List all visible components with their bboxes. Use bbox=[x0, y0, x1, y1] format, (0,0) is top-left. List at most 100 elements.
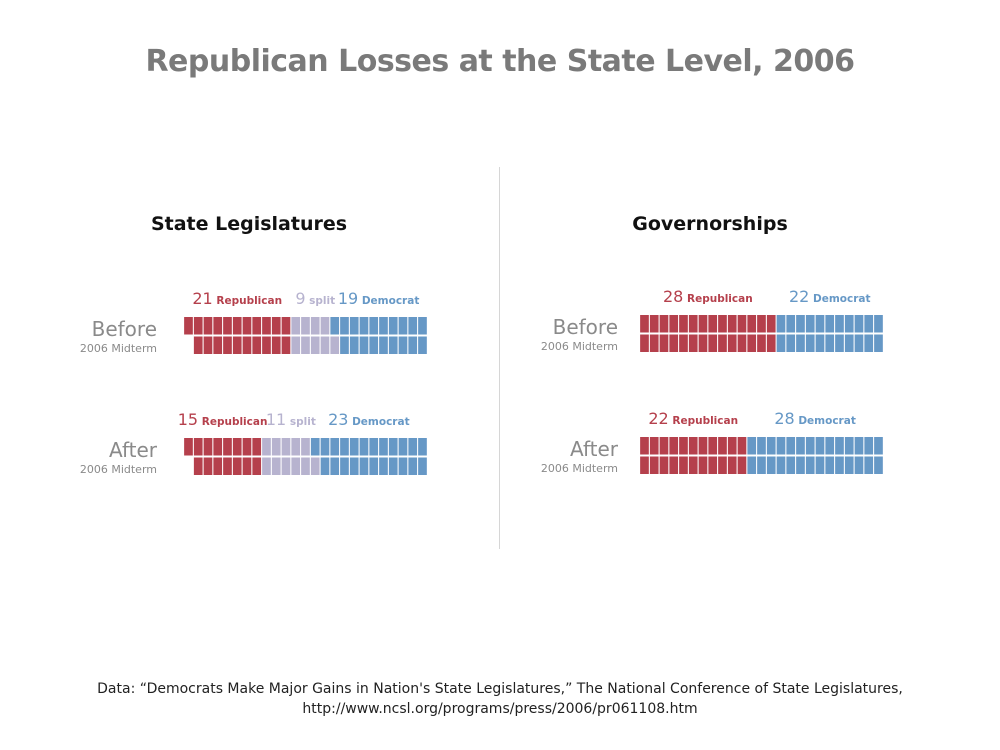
row-sublabel: 2006 Midterm bbox=[541, 340, 618, 353]
republican-label: 15 Republican bbox=[178, 410, 268, 429]
republican-label: 21 Republican bbox=[192, 289, 282, 308]
split-cell bbox=[281, 457, 291, 475]
democrat-cell bbox=[776, 437, 786, 455]
republican-cell bbox=[223, 457, 232, 475]
republican-cell bbox=[708, 315, 718, 333]
republican-value: 22 bbox=[648, 409, 668, 428]
republican-cell bbox=[688, 334, 698, 352]
democrat-cell bbox=[835, 456, 844, 474]
democrat-cell bbox=[854, 334, 864, 352]
republican-cell bbox=[688, 315, 698, 333]
democrat-cell bbox=[408, 438, 418, 456]
split-value: 9 bbox=[295, 289, 305, 308]
democrat-cell bbox=[874, 334, 883, 352]
republican-cell bbox=[242, 336, 252, 354]
republican-cell bbox=[669, 315, 679, 333]
democrat-cell bbox=[805, 437, 815, 455]
democrat-cell bbox=[815, 437, 825, 455]
democrat-cell bbox=[340, 457, 349, 475]
democrat-cell bbox=[766, 456, 776, 474]
split-cell bbox=[301, 336, 310, 354]
republican-cell bbox=[242, 317, 252, 335]
democrat-cell bbox=[340, 438, 349, 456]
democrat-cell bbox=[349, 317, 359, 335]
split-cell bbox=[301, 438, 310, 456]
republican-cell bbox=[213, 457, 223, 475]
republican-name: Republican bbox=[669, 415, 738, 427]
democrat-cell bbox=[379, 457, 388, 475]
republican-value: 21 bbox=[192, 289, 212, 308]
democrat-cell bbox=[408, 317, 418, 335]
democrat-cell bbox=[844, 334, 854, 352]
split-cell bbox=[301, 457, 310, 475]
democrat-cell bbox=[369, 317, 379, 335]
democrat-cell bbox=[359, 336, 369, 354]
split-label: 11 split bbox=[266, 410, 316, 429]
democrat-cell bbox=[388, 438, 398, 456]
republican-cell bbox=[669, 437, 679, 455]
democrat-cell bbox=[786, 437, 796, 455]
split-cell bbox=[271, 457, 281, 475]
democrat-name: Democrat bbox=[348, 416, 409, 428]
republican-cell bbox=[679, 456, 688, 474]
republican-cell bbox=[649, 315, 659, 333]
democrat-cell bbox=[805, 315, 815, 333]
democrat-value: 23 bbox=[328, 410, 348, 429]
democrat-cell bbox=[418, 438, 427, 456]
democrat-cell bbox=[844, 456, 854, 474]
republican-cell bbox=[688, 437, 698, 455]
republican-cell bbox=[679, 315, 688, 333]
democrat-cell bbox=[330, 317, 340, 335]
democrat-cell bbox=[786, 334, 796, 352]
republican-cell bbox=[271, 317, 281, 335]
republican-cell bbox=[698, 334, 708, 352]
democrat-cell bbox=[835, 334, 844, 352]
republican-cell bbox=[232, 457, 242, 475]
republican-cell bbox=[766, 315, 776, 333]
democrat-cell bbox=[864, 456, 874, 474]
split-cell bbox=[310, 336, 320, 354]
republican-cell bbox=[747, 334, 757, 352]
democrat-cell bbox=[825, 315, 835, 333]
republican-cell bbox=[757, 315, 766, 333]
democrat-cell bbox=[369, 457, 379, 475]
democrat-cell bbox=[340, 336, 349, 354]
republican-cell bbox=[252, 438, 262, 456]
republican-cell bbox=[252, 457, 262, 475]
democrat-cell bbox=[835, 315, 844, 333]
republican-cell bbox=[737, 334, 747, 352]
split-cell bbox=[291, 457, 301, 475]
democrat-cell bbox=[786, 315, 796, 333]
republican-cell bbox=[271, 336, 281, 354]
split-cell bbox=[281, 438, 291, 456]
row-label-after: After bbox=[109, 438, 158, 462]
republican-cell bbox=[640, 315, 649, 333]
democrat-cell bbox=[349, 336, 359, 354]
republican-cell bbox=[659, 456, 669, 474]
republican-cell bbox=[193, 438, 203, 456]
republican-name: Republican bbox=[683, 293, 752, 305]
democrat-cell bbox=[398, 438, 408, 456]
split-cell bbox=[330, 336, 340, 354]
democrat-value: 28 bbox=[774, 409, 794, 428]
republican-cell bbox=[659, 437, 669, 455]
democrat-cell bbox=[815, 315, 825, 333]
democrat-cell bbox=[408, 336, 418, 354]
republican-cell bbox=[640, 334, 649, 352]
republican-cell bbox=[223, 336, 232, 354]
panel-title-2: Governorships bbox=[632, 213, 788, 235]
democrat-cell bbox=[776, 456, 786, 474]
republican-cell bbox=[698, 437, 708, 455]
republican-cell bbox=[649, 437, 659, 455]
row-label-before: Before bbox=[92, 317, 157, 341]
democrat-cell bbox=[369, 438, 379, 456]
democrat-cell bbox=[310, 438, 320, 456]
democrat-cell bbox=[786, 456, 796, 474]
democrat-cell bbox=[864, 315, 874, 333]
row-sublabel: 2006 Midterm bbox=[541, 462, 618, 475]
democrat-cell bbox=[805, 456, 815, 474]
democrat-cell bbox=[874, 315, 883, 333]
republican-cell bbox=[193, 336, 203, 354]
democrat-cell bbox=[359, 457, 369, 475]
